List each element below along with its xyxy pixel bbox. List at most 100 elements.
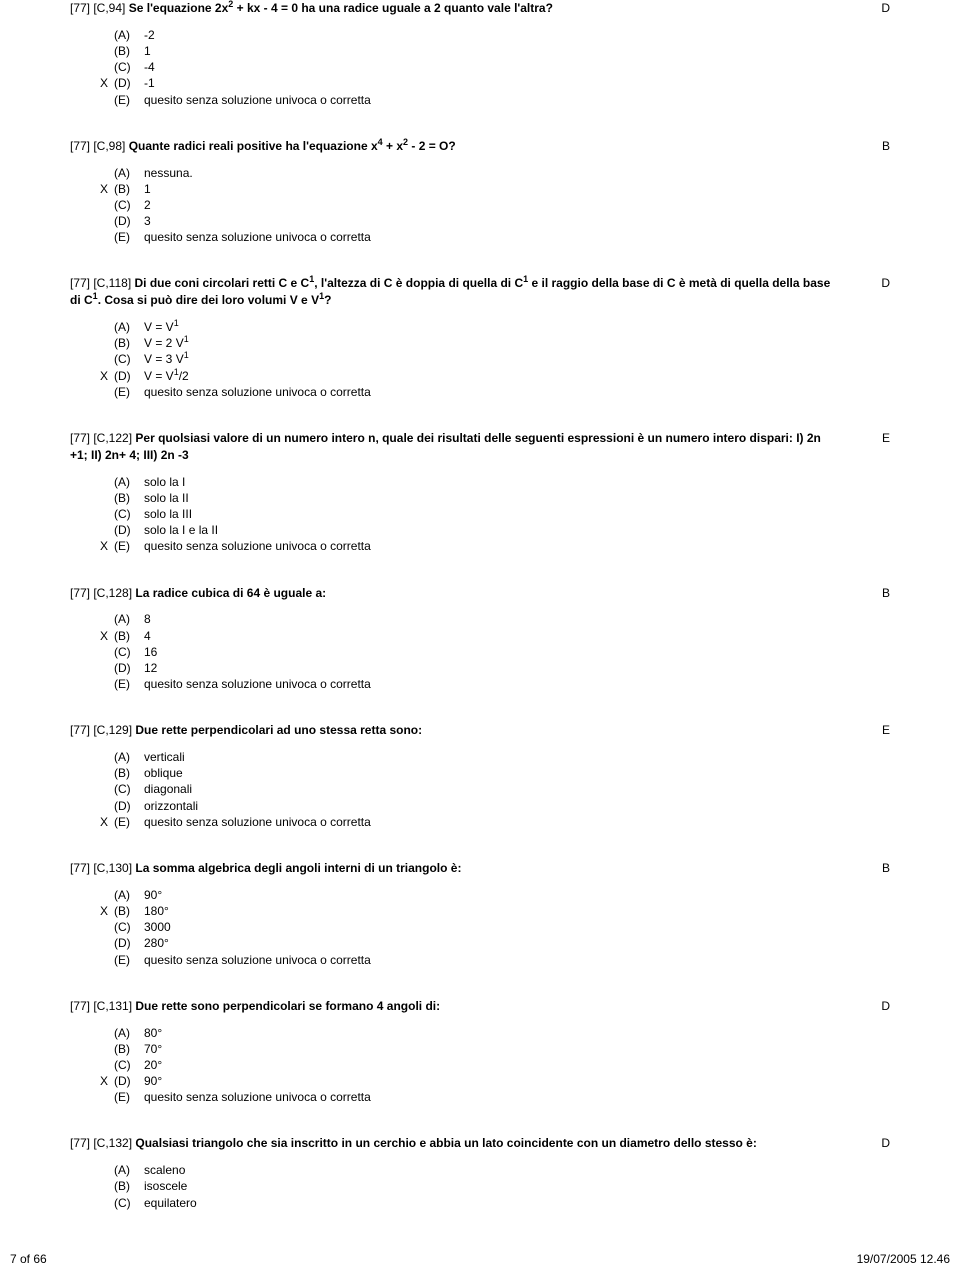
correct-mark [100,1025,114,1041]
question-title: [77] [C,122] Per quolsiasi valore di un … [70,430,870,464]
option-row: (D)12 [100,660,890,676]
option-text: quesito senza soluzione univoca o corret… [144,384,890,400]
options-list: (A)-2(B)1(C)-4X(D)-1(E)quesito senza sol… [100,27,890,108]
option-letter: (B) [114,335,144,351]
question: [77] [C,129] Due rette perpendicolari ad… [70,722,890,830]
option-text: solo la III [144,506,890,522]
correct-mark [100,749,114,765]
option-text: 1 [144,181,890,197]
option-row: (B)1 [100,43,890,59]
option-text: 3000 [144,919,890,935]
question-stem: La radice cubica di 64 è uguale a: [135,586,326,600]
option-text: 90° [144,887,890,903]
option-text: quesito senza soluzione univoca o corret… [144,952,890,968]
option-text: 8 [144,611,890,627]
correct-mark [100,644,114,660]
option-text: V = V1/2 [144,368,890,384]
option-text: 180° [144,903,890,919]
question-title: [77] [C,118] Di due coni circolari retti… [70,275,870,309]
correct-mark [100,490,114,506]
answer-key: B [870,860,890,877]
option-letter: (C) [114,919,144,935]
question-title: [77] [C,98] Quante radici reali positive… [70,138,870,155]
option-letter: (B) [114,43,144,59]
correct-mark [100,1041,114,1057]
correct-mark [100,919,114,935]
option-row: (D)280° [100,935,890,951]
option-letter: (B) [114,903,144,919]
option-letter: (A) [114,165,144,181]
question: [77] [C,118] Di due coni circolari retti… [70,275,890,400]
correct-mark: X [100,814,114,830]
option-letter: (C) [114,506,144,522]
correct-mark [100,165,114,181]
question-stem: La somma algebrica degli angoli interni … [135,861,461,875]
correct-mark [100,335,114,351]
option-letter: (D) [114,213,144,229]
correct-mark [100,59,114,75]
option-row: (C)equilatero [100,1195,890,1211]
answer-key: D [870,0,890,17]
option-row: (C)3000 [100,919,890,935]
option-text: 70° [144,1041,890,1057]
correct-mark [100,213,114,229]
option-text: solo la II [144,490,890,506]
question: [77] [C,132] Qualsiasi triangolo che sia… [70,1135,890,1210]
option-row: (C)16 [100,644,890,660]
option-letter: (B) [114,1041,144,1057]
footer-page-count: 7 of 66 [10,1252,47,1266]
question-stem: Se l'equazione 2x2 + kx - 4 = 0 ha una r… [129,1,553,15]
option-letter: (A) [114,474,144,490]
option-letter: (C) [114,197,144,213]
question-title: [77] [C,128] La radice cubica di 64 è ug… [70,585,870,602]
page-footer: 7 of 66 19/07/2005 12.46 [0,1252,960,1266]
option-text: nessuna. [144,165,890,181]
option-text: quesito senza soluzione univoca o corret… [144,1089,890,1105]
answer-key: D [870,1135,890,1152]
option-text: 80° [144,1025,890,1041]
question: [77] [C,98] Quante radici reali positive… [70,138,890,246]
options-list: (A)solo la I(B)solo la II(C)solo la III(… [100,474,890,555]
question-title: [77] [C,129] Due rette perpendicolari ad… [70,722,870,739]
option-row: (C)diagonali [100,781,890,797]
question-title: [77] [C,94] Se l'equazione 2x2 + kx - 4 … [70,0,870,17]
option-letter: (A) [114,611,144,627]
option-row: (E)quesito senza soluzione univoca o cor… [100,229,890,245]
question-stem: Quante radici reali positive ha l'equazi… [129,139,456,153]
correct-mark [100,1178,114,1194]
option-text: diagonali [144,781,890,797]
option-letter: (D) [114,660,144,676]
option-text: 2 [144,197,890,213]
correct-mark: X [100,181,114,197]
options-list: (A)80°(B)70°(C)20°X(D)90°(E)quesito senz… [100,1025,890,1106]
question-header: [77] [C,129] Due rette perpendicolari ad… [70,722,890,739]
answer-key: E [870,430,890,447]
question-ref: [77] [C,129] [70,723,132,737]
option-text: 12 [144,660,890,676]
question-header: [77] [C,130] La somma algebrica degli an… [70,860,890,877]
option-row: (A)V = V1 [100,319,890,335]
correct-mark [100,935,114,951]
correct-mark [100,43,114,59]
option-text: quesito senza soluzione univoca o corret… [144,538,890,554]
option-row: (D)solo la I e la II [100,522,890,538]
option-letter: (C) [114,644,144,660]
option-letter: (C) [114,1057,144,1073]
correct-mark [100,660,114,676]
options-list: (A)scaleno(B)isoscele(C)equilatero [100,1162,890,1211]
option-letter: (C) [114,1195,144,1211]
correct-mark [100,611,114,627]
option-row: (E)quesito senza soluzione univoca o cor… [100,676,890,692]
correct-mark [100,952,114,968]
correct-mark [100,474,114,490]
question-title: [77] [C,132] Qualsiasi triangolo che sia… [70,1135,870,1152]
option-row: (D)3 [100,213,890,229]
option-row: (C)solo la III [100,506,890,522]
question: [77] [C,128] La radice cubica di 64 è ug… [70,585,890,693]
option-letter: (D) [114,368,144,384]
correct-mark [100,319,114,335]
option-row: X(B)180° [100,903,890,919]
question-ref: [77] [C,94] [70,1,125,15]
option-row: X(D)-1 [100,75,890,91]
correct-mark: X [100,75,114,91]
